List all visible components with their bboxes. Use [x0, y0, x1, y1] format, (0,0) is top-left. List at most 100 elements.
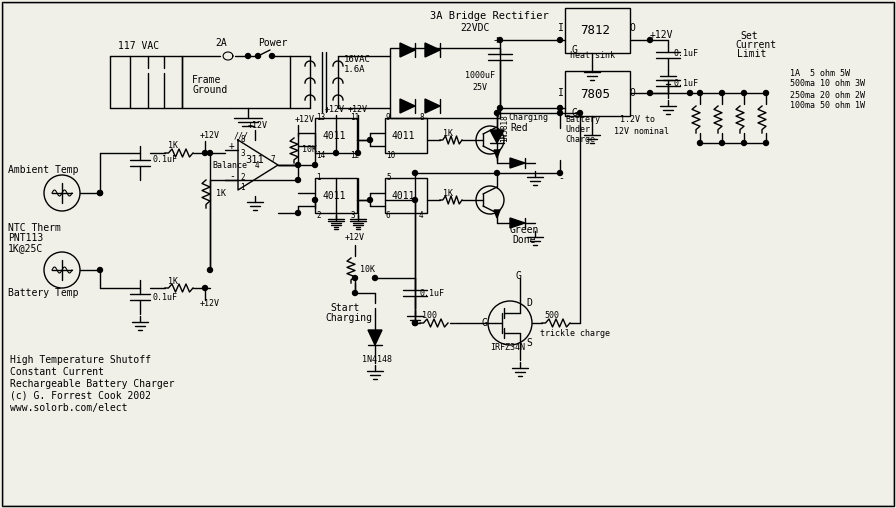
Circle shape: [557, 106, 563, 111]
Text: 1N5818: 1N5818: [500, 114, 509, 142]
Text: 10K: 10K: [302, 145, 317, 154]
Text: Charging: Charging: [325, 313, 372, 323]
Text: 4: 4: [419, 211, 424, 220]
Text: Green: Green: [510, 225, 539, 235]
Text: 8: 8: [419, 113, 424, 122]
Circle shape: [367, 138, 373, 143]
Polygon shape: [494, 210, 500, 218]
Polygon shape: [425, 99, 440, 113]
Text: Under: Under: [565, 125, 590, 135]
Circle shape: [742, 90, 746, 96]
Polygon shape: [494, 150, 500, 158]
Circle shape: [412, 321, 418, 326]
Circle shape: [313, 163, 317, 168]
Circle shape: [578, 111, 582, 115]
Text: 0.1uF: 0.1uF: [152, 155, 177, 165]
Circle shape: [697, 90, 702, 96]
Text: O: O: [630, 23, 636, 33]
Text: Ambient Temp: Ambient Temp: [8, 165, 79, 175]
Circle shape: [208, 268, 212, 272]
Circle shape: [648, 90, 652, 96]
Text: PNT113: PNT113: [8, 233, 43, 243]
Text: Battery Temp: Battery Temp: [8, 288, 79, 298]
Text: +12V: +12V: [200, 132, 220, 141]
Text: 0.1uF: 0.1uF: [674, 49, 699, 58]
Polygon shape: [400, 43, 415, 57]
Circle shape: [270, 53, 274, 58]
Text: Constant Current: Constant Current: [10, 367, 104, 377]
Bar: [130, 56, 182, 108]
Bar: [385, 118, 427, 153]
Text: 3: 3: [240, 148, 245, 157]
Circle shape: [202, 150, 208, 155]
Text: 1K: 1K: [443, 188, 453, 198]
Text: 3: 3: [350, 211, 355, 220]
Text: 22VDC: 22VDC: [460, 23, 489, 33]
Text: -: -: [494, 111, 500, 121]
Text: 14: 14: [316, 151, 325, 161]
Text: 6: 6: [386, 211, 391, 220]
Text: -: -: [558, 173, 564, 183]
Text: 11: 11: [350, 113, 359, 122]
Circle shape: [557, 38, 563, 43]
Bar: [315, 118, 357, 153]
Circle shape: [497, 38, 503, 43]
Circle shape: [557, 171, 563, 175]
Text: Start: Start: [330, 303, 359, 313]
Circle shape: [352, 275, 358, 280]
Circle shape: [255, 53, 261, 58]
Text: G: G: [572, 45, 578, 55]
Text: IRFZ34N: IRFZ34N: [490, 343, 525, 353]
Bar: [315, 178, 357, 213]
Text: +: +: [494, 35, 501, 45]
Text: Red: Red: [510, 123, 528, 133]
Text: Ground: Ground: [192, 85, 228, 95]
Circle shape: [742, 141, 746, 145]
Circle shape: [412, 171, 418, 175]
Text: 25V: 25V: [472, 83, 487, 92]
Text: 7: 7: [270, 155, 275, 165]
Text: 10: 10: [386, 151, 395, 161]
Circle shape: [697, 141, 702, 145]
Text: 7805: 7805: [580, 87, 610, 101]
Circle shape: [367, 198, 373, 203]
Polygon shape: [490, 130, 504, 143]
Text: +12V: +12V: [248, 120, 268, 130]
Text: -: -: [229, 171, 235, 181]
Circle shape: [495, 171, 499, 175]
Text: 500ma 10 ohm 3W: 500ma 10 ohm 3W: [790, 79, 865, 88]
Text: 1K: 1K: [443, 129, 453, 138]
Text: 3A Bridge Rectifier: 3A Bridge Rectifier: [430, 11, 548, 21]
Circle shape: [687, 90, 693, 96]
Circle shape: [412, 198, 418, 203]
Circle shape: [246, 53, 251, 58]
Text: 500: 500: [544, 311, 559, 321]
Text: I: I: [558, 88, 564, 98]
Bar: [565, 71, 630, 116]
Circle shape: [98, 268, 102, 272]
Circle shape: [333, 150, 339, 155]
Circle shape: [208, 150, 212, 155]
Text: 4011: 4011: [322, 131, 346, 141]
Circle shape: [352, 291, 358, 296]
Text: Charge: Charge: [565, 136, 595, 144]
Text: Balance: Balance: [212, 161, 247, 170]
Text: +12V: +12V: [295, 115, 315, 124]
Text: Battery: Battery: [565, 115, 600, 124]
Polygon shape: [510, 158, 525, 168]
Circle shape: [719, 141, 725, 145]
Text: 117 VAC: 117 VAC: [118, 41, 159, 51]
Text: 100ma 50 ohm 1W: 100ma 50 ohm 1W: [790, 102, 865, 111]
Text: +12V: +12V: [345, 234, 365, 242]
Text: 1A  5 ohm 5W: 1A 5 ohm 5W: [790, 69, 850, 78]
Text: Charging: Charging: [508, 113, 548, 122]
Circle shape: [356, 150, 360, 155]
Bar: [565, 8, 630, 53]
Bar: [385, 178, 427, 213]
Text: G: G: [515, 271, 521, 281]
Text: 10K: 10K: [360, 266, 375, 274]
Text: G: G: [572, 108, 578, 118]
Text: +12V: +12V: [325, 106, 345, 114]
Text: +: +: [558, 103, 564, 113]
Text: 2A: 2A: [215, 38, 227, 48]
